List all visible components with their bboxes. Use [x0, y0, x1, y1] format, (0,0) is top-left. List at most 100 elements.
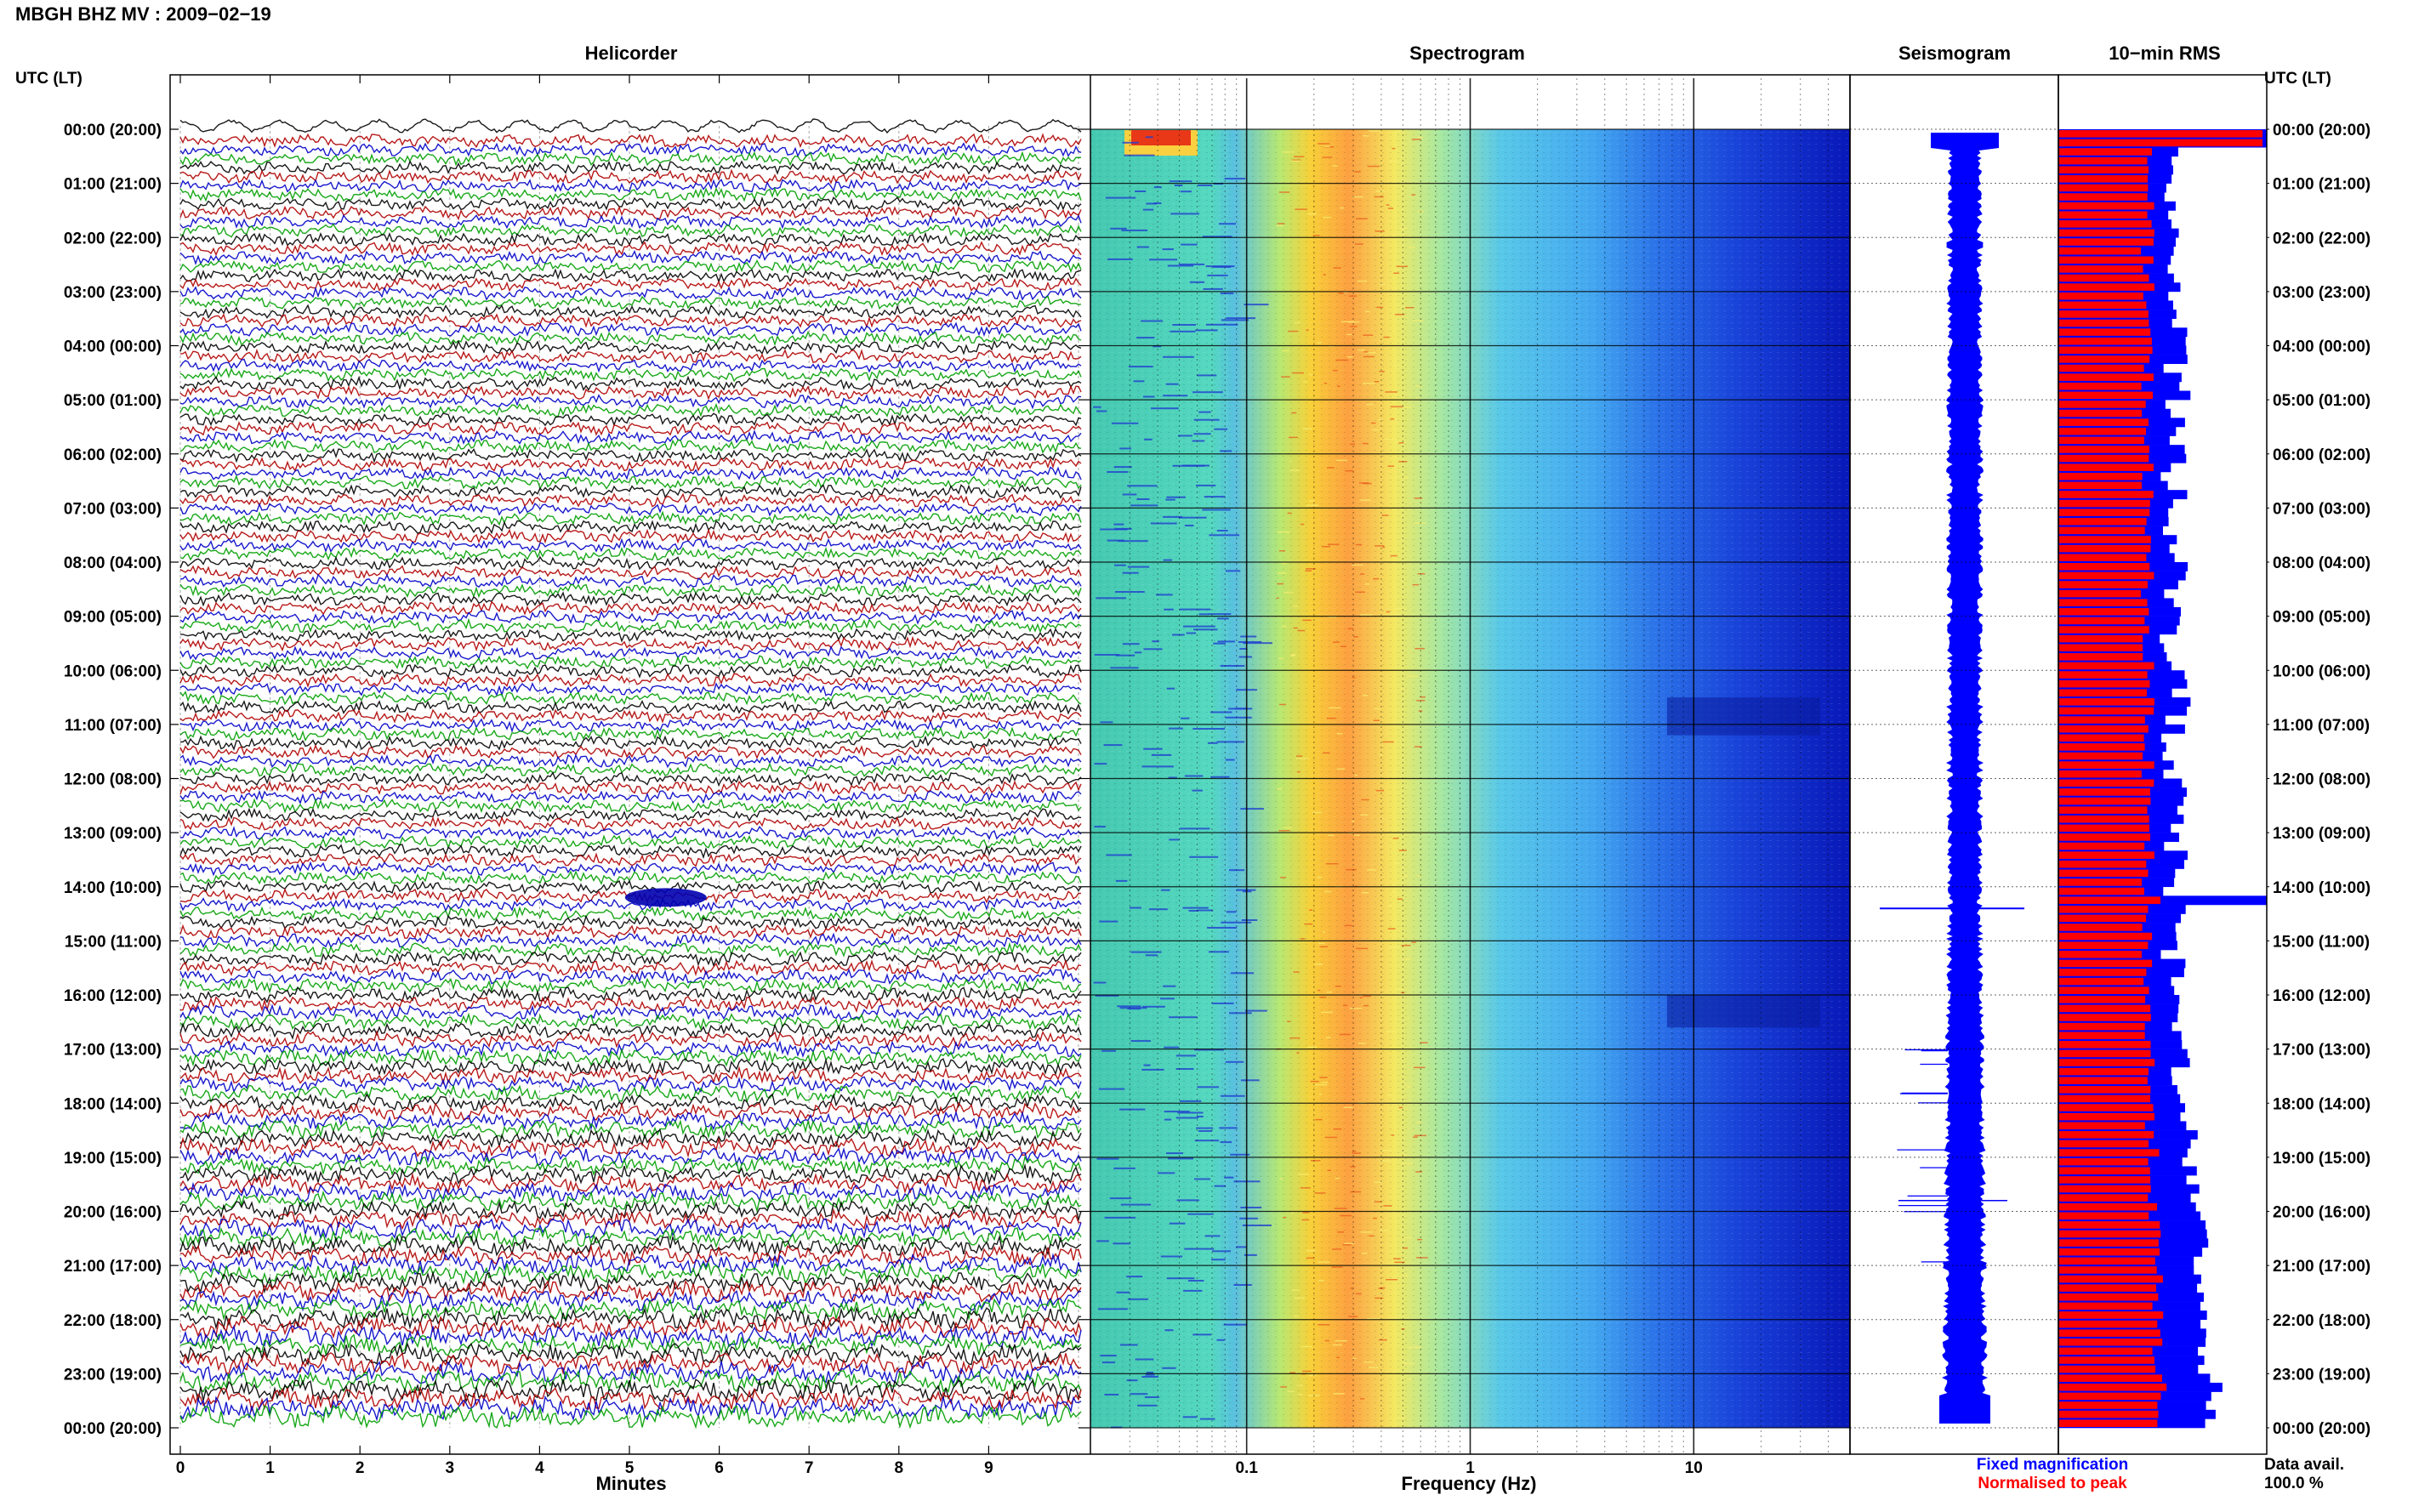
spec-dash	[1208, 742, 1218, 744]
spec-streak	[1289, 461, 1293, 463]
spec-streak	[1352, 196, 1363, 198]
utc-label-right: UTC (LT)	[2264, 70, 2331, 88]
rms-bar-normalised	[2058, 1112, 2154, 1121]
helicorder-trace	[179, 348, 1082, 364]
spec-streak	[1396, 1417, 1405, 1419]
spec-streak	[1400, 875, 1409, 877]
helicorder-trace	[179, 492, 1082, 509]
spec-dash	[1192, 728, 1226, 730]
spec-streak	[1318, 1093, 1323, 1095]
spec-streak	[1350, 326, 1357, 327]
spec-streak	[1414, 647, 1425, 650]
spec-streak	[1328, 707, 1341, 709]
rms-bar-normalised	[2058, 833, 2150, 841]
spec-streak	[1322, 931, 1325, 933]
helicorder-trace	[179, 1093, 1082, 1112]
spec-streak	[1382, 546, 1386, 549]
rms-bar-normalised	[2058, 436, 2144, 445]
helicorder-trace	[179, 635, 1082, 652]
spec-hot-patch	[1131, 130, 1191, 145]
rms-bar-normalised	[2058, 634, 2143, 643]
spec-streak	[1418, 710, 1423, 712]
spec-streak	[1343, 291, 1348, 293]
helicorder-trace	[179, 1039, 1082, 1058]
time-label: 23:00 (19:00)	[2273, 1366, 2371, 1384]
spec-dash	[1225, 1060, 1244, 1063]
spec-dash	[1216, 1339, 1225, 1341]
spec-streak	[1289, 469, 1301, 471]
time-label: 14:00 (10:00)	[64, 879, 162, 897]
helicorder-trace	[179, 1253, 1082, 1276]
spec-dash	[1168, 1157, 1193, 1160]
spectrogram-title: Spectrogram	[1409, 43, 1525, 64]
spec-streak	[1310, 1080, 1319, 1083]
spec-dash	[1144, 1396, 1159, 1398]
spectrogram-xlabel: Frequency (Hz)	[1402, 1473, 1537, 1494]
helicorder-xlabel: Minutes	[595, 1473, 666, 1494]
spec-streak	[1314, 1192, 1326, 1194]
rms-bar-normalised	[2058, 1049, 2151, 1058]
spec-dash	[1133, 380, 1145, 383]
spec-streak	[1366, 403, 1374, 406]
rms-bar-normalised	[2058, 1004, 2151, 1013]
spec-streak	[1302, 619, 1312, 622]
spec-streak	[1406, 1086, 1411, 1089]
spec-dash	[1183, 625, 1215, 628]
rms-bar-normalised	[2058, 1239, 2159, 1247]
spec-streak	[1319, 1077, 1328, 1078]
spec-streak	[1416, 875, 1422, 877]
spec-streak	[1331, 1266, 1343, 1268]
spec-streak	[1394, 1261, 1405, 1264]
spec-streak	[1335, 1340, 1347, 1342]
spec-streak	[1291, 160, 1301, 162]
spec-dash	[1221, 921, 1252, 924]
helicorder-trace	[179, 394, 1082, 410]
spec-dash	[1153, 202, 1162, 204]
spec-streak	[1304, 923, 1313, 925]
helicorder-trace	[179, 1066, 1082, 1085]
rms-bars	[2058, 129, 2267, 1429]
spec-dash	[1148, 908, 1168, 911]
spec-dash	[1180, 827, 1210, 830]
spec-streak	[1315, 1118, 1323, 1121]
spec-streak	[1398, 1106, 1403, 1109]
spec-streak	[1387, 207, 1393, 209]
spec-streak	[1294, 1315, 1300, 1317]
spec-streak	[1383, 336, 1390, 338]
spec-dash	[1162, 248, 1174, 251]
spec-dash	[1168, 776, 1177, 779]
spec-streak	[1309, 500, 1315, 502]
spec-streak	[1402, 1162, 1414, 1164]
spec-streak	[1348, 321, 1360, 323]
spec-dash	[1207, 927, 1238, 929]
helicorder-trace	[179, 1199, 1082, 1222]
spec-streak	[1294, 321, 1301, 324]
helicorder-trace	[179, 897, 1082, 912]
spec-dash	[1143, 747, 1163, 750]
spec-streak	[1393, 1258, 1401, 1259]
spec-dash	[1194, 1140, 1220, 1142]
spec-dash	[1209, 534, 1240, 537]
spec-dash	[1119, 447, 1131, 450]
spec-streak	[1352, 677, 1356, 679]
spec-streak	[1335, 1177, 1340, 1179]
spec-streak	[1353, 636, 1358, 638]
spec-dash	[1106, 854, 1132, 856]
rms-bar-normalised	[2058, 797, 2151, 805]
spec-streak	[1296, 1384, 1303, 1386]
spec-streak	[1405, 1275, 1409, 1276]
helicorder-trace	[179, 249, 1082, 266]
spec-streak	[1373, 1217, 1377, 1219]
spec-dash	[1156, 594, 1173, 596]
spec-dash	[1189, 281, 1205, 283]
spec-dark-patch	[1667, 697, 1820, 736]
helicorder-trace	[179, 213, 1082, 230]
rms-bar-normalised	[2058, 156, 2148, 165]
time-labels-right: 00:00 (20:00) 01:00 (21:00) 02:00 (22:00) 0…	[2273, 122, 2371, 1438]
spec-dash	[1115, 879, 1128, 882]
time-label: 22:00 (18:00)	[2273, 1312, 2371, 1330]
spec-streak	[1395, 130, 1402, 132]
spec-dash	[1165, 498, 1175, 501]
utc-label-left: UTC (LT)	[15, 70, 83, 88]
spec-dash	[1202, 509, 1231, 511]
